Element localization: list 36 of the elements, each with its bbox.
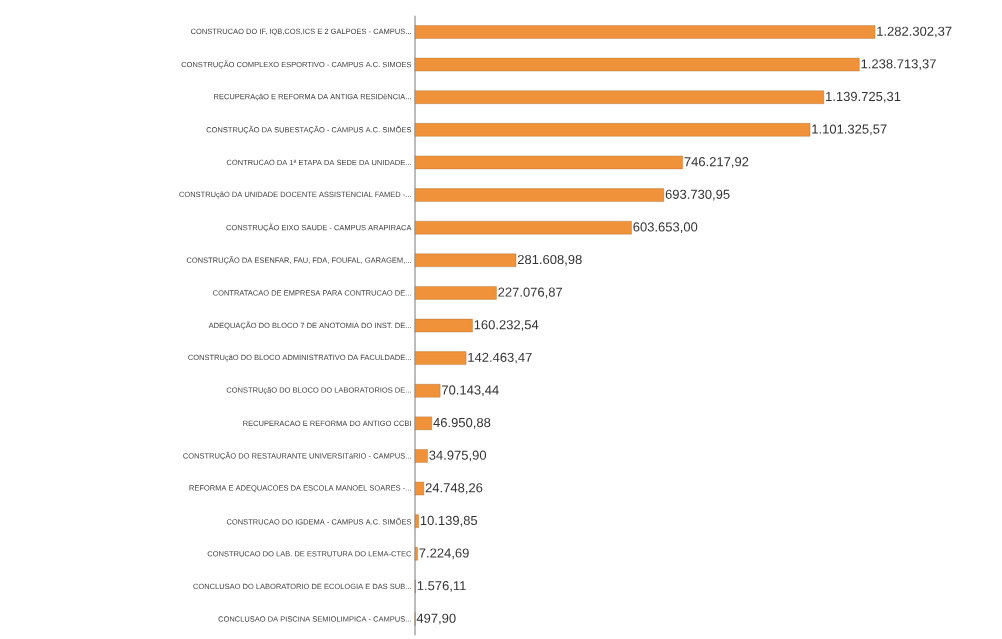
- bar: [414, 449, 428, 463]
- bar: [414, 221, 632, 235]
- data-label: 70.143,44: [442, 385, 499, 397]
- data-label: 24.748,26: [425, 483, 483, 494]
- bar: [414, 318, 473, 333]
- data-label: 746.217,92: [684, 157, 749, 168]
- data-label: 142.463,47: [468, 352, 532, 364]
- bar: [414, 155, 683, 170]
- data-label: 603.653,00: [633, 222, 698, 234]
- data-label: 1.282.302,37: [877, 26, 952, 38]
- bar: [414, 416, 432, 430]
- data-label: 1.101.325,57: [812, 124, 887, 136]
- data-label: 7.224,69: [419, 548, 469, 560]
- bar: [414, 90, 825, 104]
- bar: [414, 253, 517, 267]
- data-label: 1.139.725,31: [826, 91, 901, 103]
- bar: [414, 123, 811, 137]
- data-label: 160.232,54: [474, 320, 539, 331]
- data-label: 281.608,98: [517, 254, 582, 266]
- data-label: 34.975,90: [429, 450, 487, 462]
- data-label: 497,90: [416, 613, 456, 625]
- data-label: 1.576,11: [417, 581, 466, 592]
- bar: [414, 547, 418, 561]
- bar: [414, 384, 441, 398]
- data-label: 227.076,87: [498, 287, 563, 299]
- bar: [414, 188, 665, 202]
- bar: [414, 481, 425, 496]
- data-label: 693.730,95: [665, 189, 730, 201]
- bar: [414, 514, 419, 528]
- data-label: 46.950,88: [433, 417, 491, 429]
- bar: [414, 286, 497, 300]
- data-label: 1.238.713,37: [861, 59, 936, 70]
- bar: [414, 351, 467, 365]
- bar: [414, 57, 860, 72]
- data-label: 10.139,85: [420, 515, 478, 527]
- bar: [414, 25, 876, 39]
